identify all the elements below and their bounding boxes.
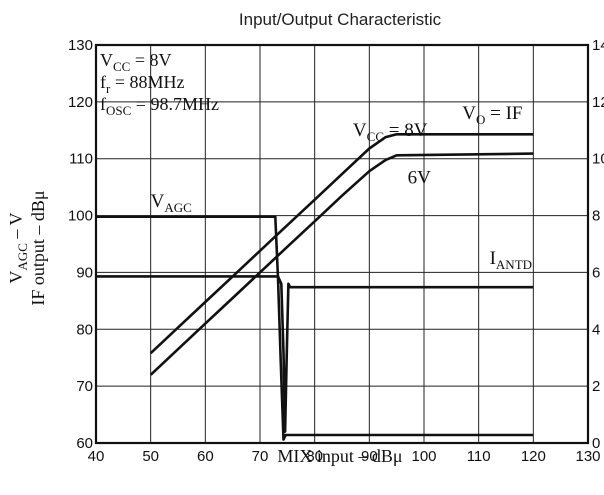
condition-label: fOSC = 98.7MHz [100,94,219,118]
y2-tick-label: 8 [592,208,600,225]
y-axis-ticks: 60 70 80 90 100 110 120 130 [68,37,93,452]
y2-tick-label: 4 [592,321,600,338]
x-tick-label: 120 [521,448,546,465]
y-axis-label-line1: VAGC – V [6,212,30,283]
x-tick-label: 70 [252,448,269,465]
y-tick-label: 100 [68,208,93,225]
condition-label: VCC = 8V [100,50,172,74]
y-tick-label: 110 [69,151,93,168]
y2-tick-label: 2 [592,378,600,395]
series-label: VO = IF [462,103,522,127]
plot-frame [94,43,590,445]
series-line [149,152,534,376]
x-tick-label: 90 [361,448,378,465]
x-tick-label: 110 [467,448,491,465]
y2-tick-label: 12 [592,94,604,111]
series-labels: VCC = 8V 6V VAGC IANTD VO = IF [151,103,532,272]
series-label: 6V [408,168,432,189]
condition-label: fr = 88MHz [100,72,185,96]
y-axis-label-sub: AGC [15,243,30,270]
series-line [96,215,534,441]
y-tick-label: 80 [76,321,93,338]
series-line [96,275,534,433]
y-tick-label: 60 [76,435,93,452]
x-axis-label: MIX input – dBμ [277,446,402,466]
y2-tick-label: 0 [592,435,600,452]
x-axis-ticks: 40 50 60 70 80 90 100 110 120 130 [88,448,601,465]
series-label: IANTD [490,248,532,272]
x-tick-label: 60 [197,448,214,465]
x-tick-label: 130 [575,448,600,465]
y2-tick-label: 14 [592,37,604,54]
y-axis-label-2: IF output – dBμ [28,190,48,305]
x-tick-label: 100 [411,448,436,465]
y-axis-label-main: V [6,271,26,284]
y-axis-label-line2: IF output – dBμ [28,190,48,305]
y-tick-label: 120 [68,94,93,111]
secondary-y-axis-ticks: 0 2 4 6 8 10 12 14 [592,37,604,452]
y-axis-label-rest: – V [6,212,26,243]
x-tick-label: 80 [306,448,323,465]
chart-title: Input/Output Characteristic [239,10,442,29]
x-tick-label: 50 [142,448,159,465]
series-lines [96,133,534,441]
x-tick-label: 40 [88,448,105,465]
series-line [149,133,534,355]
y-tick-label: 130 [68,37,93,54]
y2-tick-label: 10 [592,151,604,168]
y-tick-label: 90 [76,264,93,281]
series-label: VAGC [151,191,192,215]
y-axis-label: VAGC – V [6,212,30,283]
series-label: VCC = 8V [353,120,428,144]
y2-tick-label: 6 [592,264,600,281]
y-tick-label: 70 [76,378,93,395]
